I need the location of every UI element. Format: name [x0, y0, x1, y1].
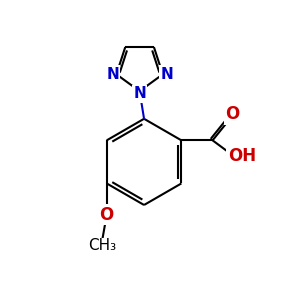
Text: CH₃: CH₃ — [88, 238, 116, 253]
Text: N: N — [133, 86, 146, 101]
Text: O: O — [100, 206, 114, 224]
Text: O: O — [225, 106, 239, 124]
Text: OH: OH — [228, 147, 256, 165]
Text: N: N — [160, 67, 173, 82]
Text: N: N — [106, 67, 119, 82]
